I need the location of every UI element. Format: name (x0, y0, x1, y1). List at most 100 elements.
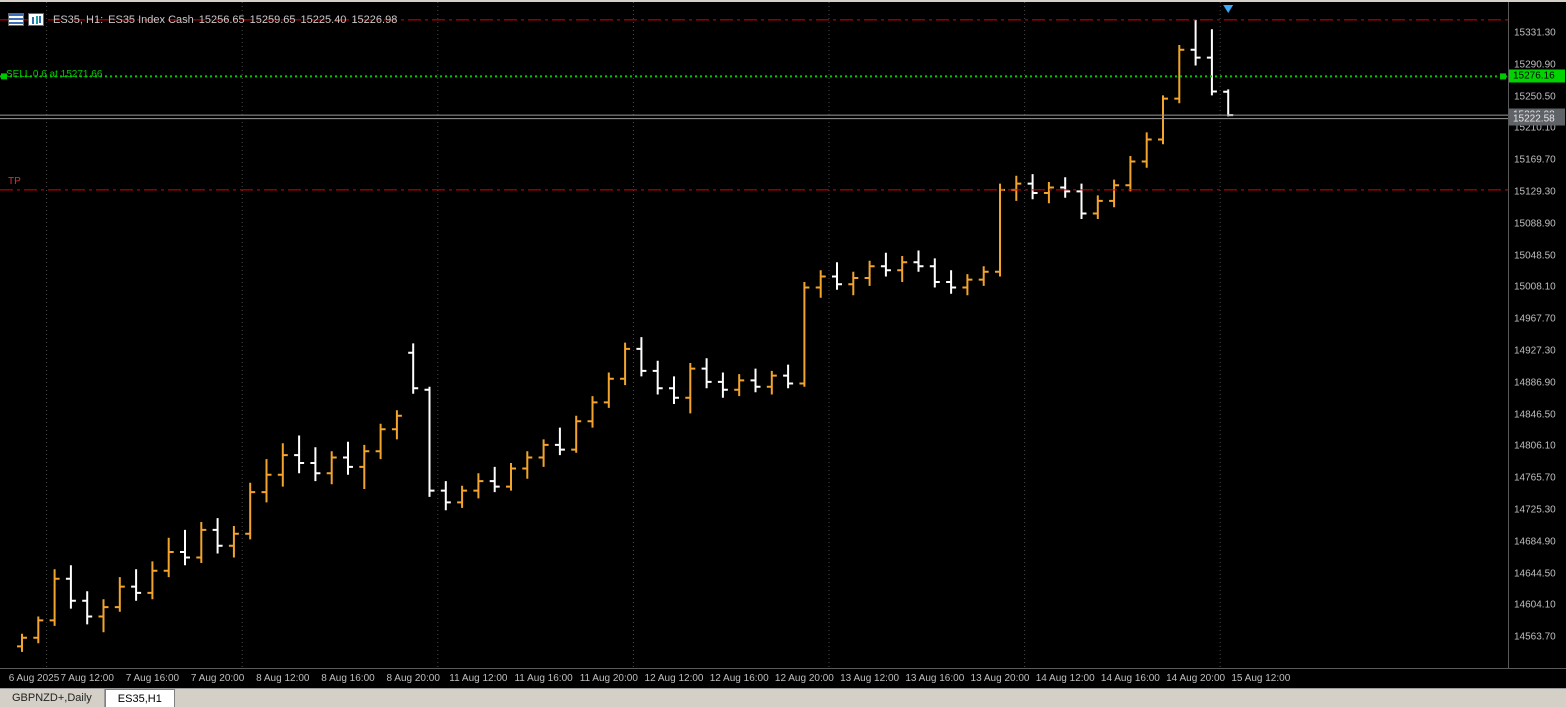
ohlc-bar (587, 396, 598, 428)
ohlc-bar (17, 633, 27, 652)
time-axis-label: 8 Aug 16:00 (321, 673, 375, 684)
time-axis-label: 13 Aug 16:00 (905, 673, 965, 684)
time-axis-label: 7 Aug 12:00 (60, 673, 114, 684)
ohlc-bar (506, 463, 516, 491)
ohlc-bar (848, 271, 859, 296)
ohlc-bar (1190, 19, 1201, 66)
price-axis-label: 15210.10 (1514, 122, 1556, 134)
sell-line-left-handle[interactable] (1, 73, 7, 80)
chart-description: ES35 Index Cash (108, 13, 194, 26)
ohlc-bar (424, 386, 435, 497)
ohlc-bar (196, 522, 207, 563)
ohlc-bar (277, 443, 288, 487)
ohlc-bar (114, 577, 125, 612)
time-axis-label: 7 Aug 20:00 (190, 673, 245, 684)
chart-symbol-label: ES35, H1: (53, 13, 104, 26)
ohlc-bar (669, 376, 679, 404)
time-axis-label: 13 Aug 12:00 (840, 673, 900, 684)
ohlc-bar (359, 444, 370, 489)
bar-chart-icon[interactable] (28, 13, 44, 26)
ohlc-bar (815, 270, 826, 298)
price-axis-label: 15290.90 (1514, 59, 1556, 71)
price-axis-label: 15088.90 (1514, 218, 1556, 230)
time-axis-label: 7 Aug 16:00 (125, 673, 180, 684)
time-axis-label: 12 Aug 16:00 (709, 673, 769, 684)
price-axis-label: 14927.30 (1514, 345, 1556, 357)
time-axis-label: 11 Aug 20:00 (579, 673, 638, 684)
ohlc-bar (538, 439, 549, 467)
time-axis-label: 6 Aug 2025 (8, 673, 60, 684)
ohlc-bar (1043, 182, 1054, 204)
price-axis-label: 14644.50 (1514, 568, 1556, 580)
ohlc-bar (163, 537, 174, 578)
ohlc-bar (375, 423, 386, 460)
ohlc-bar (82, 591, 93, 625)
ohlc-bar (685, 363, 696, 414)
tab-label: GBPNZD+,Daily (12, 692, 92, 704)
ohlc-bar (294, 435, 305, 474)
ohlc-bar (897, 256, 908, 282)
ohlc-bar (261, 459, 272, 503)
ohlc-bar (473, 473, 484, 499)
chart-shift-marker[interactable] (1223, 5, 1234, 13)
price-axis-label: 14886.90 (1514, 377, 1556, 389)
time-axis-label: 14 Aug 12:00 (1035, 673, 1095, 684)
ohlc-bar (1092, 195, 1103, 219)
tab-gbpnzd-daily[interactable]: GBPNZD+,Daily (0, 689, 105, 707)
sell-order-label[interactable]: SELL 0.6 at 15271.66 (6, 69, 103, 81)
ohlc-bar (326, 451, 337, 485)
ohlc-bar (962, 274, 973, 296)
ohlc-bar (489, 466, 500, 493)
price-axis-label: 15169.70 (1514, 154, 1556, 166)
ohlc-bar (603, 372, 614, 408)
ohlc-bar (522, 451, 533, 479)
price-axis[interactable]: 15276.16 15226.98 15222.58 15331.3015290… (1508, 2, 1566, 668)
time-axis[interactable]: 6 Aug 2025 7 Aug 12:00 7 Aug 16:00 7 Aug 20… (0, 668, 1566, 688)
ohlc-bar (995, 183, 1005, 277)
time-axis-label: 8 Aug 20:00 (386, 673, 440, 684)
time-axis-label: 14 Aug 20:00 (1166, 673, 1226, 684)
ohlc-bar (1011, 175, 1022, 201)
ohlc-bar (49, 569, 60, 626)
price-axis-label: 15048.50 (1514, 250, 1556, 262)
ohlc-bar (1027, 174, 1038, 200)
sell-line-right-handle[interactable] (1500, 73, 1506, 80)
ohlc-bar (750, 368, 761, 393)
ohlc-bar (180, 529, 190, 566)
ohlc-bar (131, 569, 142, 601)
price-axis-label: 15129.30 (1514, 186, 1556, 198)
chart-tab-bar: GBPNZD+,Daily ES35,H1 (0, 688, 1566, 707)
time-axis-label: 8 Aug 12:00 (256, 673, 310, 684)
ohlc-bar (864, 260, 875, 286)
tp-line-label[interactable]: TP (8, 175, 21, 187)
ohlc-bar (440, 481, 451, 511)
ohlc-bar (408, 343, 419, 394)
ohlc-bar (701, 358, 712, 389)
bid-price-tag: 15222.58 (1509, 112, 1565, 126)
chart-header: ES35, H1: ES35 Index Cash 15256.65 15259.65… (8, 13, 402, 26)
ohlc-bar (457, 485, 468, 508)
tab-es35-h1[interactable]: ES35,H1 (104, 689, 175, 707)
price-axis-label: 14967.70 (1514, 313, 1556, 325)
ohlc-bar (913, 250, 924, 272)
ohlc-bar (147, 561, 158, 600)
ohlc-bar (652, 360, 663, 395)
ohlc-bar (946, 270, 957, 294)
ohlc-close: 15226.98 (351, 13, 398, 26)
price-axis-label: 15331.30 (1514, 27, 1556, 39)
time-axis-label: 11 Aug 16:00 (514, 673, 573, 684)
ohlc-bar (783, 364, 794, 389)
ohlc-bar (554, 427, 565, 456)
price-axis-label: 15008.10 (1514, 281, 1556, 293)
price-axis-label: 15250.50 (1514, 91, 1556, 103)
window-top-border (0, 0, 1566, 2)
time-axis-label: 11 Aug 12:00 (449, 673, 508, 684)
chart-info-line: ES35, H1: ES35 Index Cash 15256.65 15259.65… (53, 14, 402, 26)
ohlc-bar (245, 482, 256, 540)
time-axis-label: 15 Aug 12:00 (1231, 673, 1291, 684)
ohlc-bar (1206, 29, 1217, 96)
time-axis-label: 13 Aug 20:00 (970, 673, 1030, 684)
market-watch-icon[interactable] (8, 13, 24, 26)
chart-canvas[interactable]: ES35, H1: ES35 Index Cash 15256.65 15259.65… (0, 2, 1508, 668)
